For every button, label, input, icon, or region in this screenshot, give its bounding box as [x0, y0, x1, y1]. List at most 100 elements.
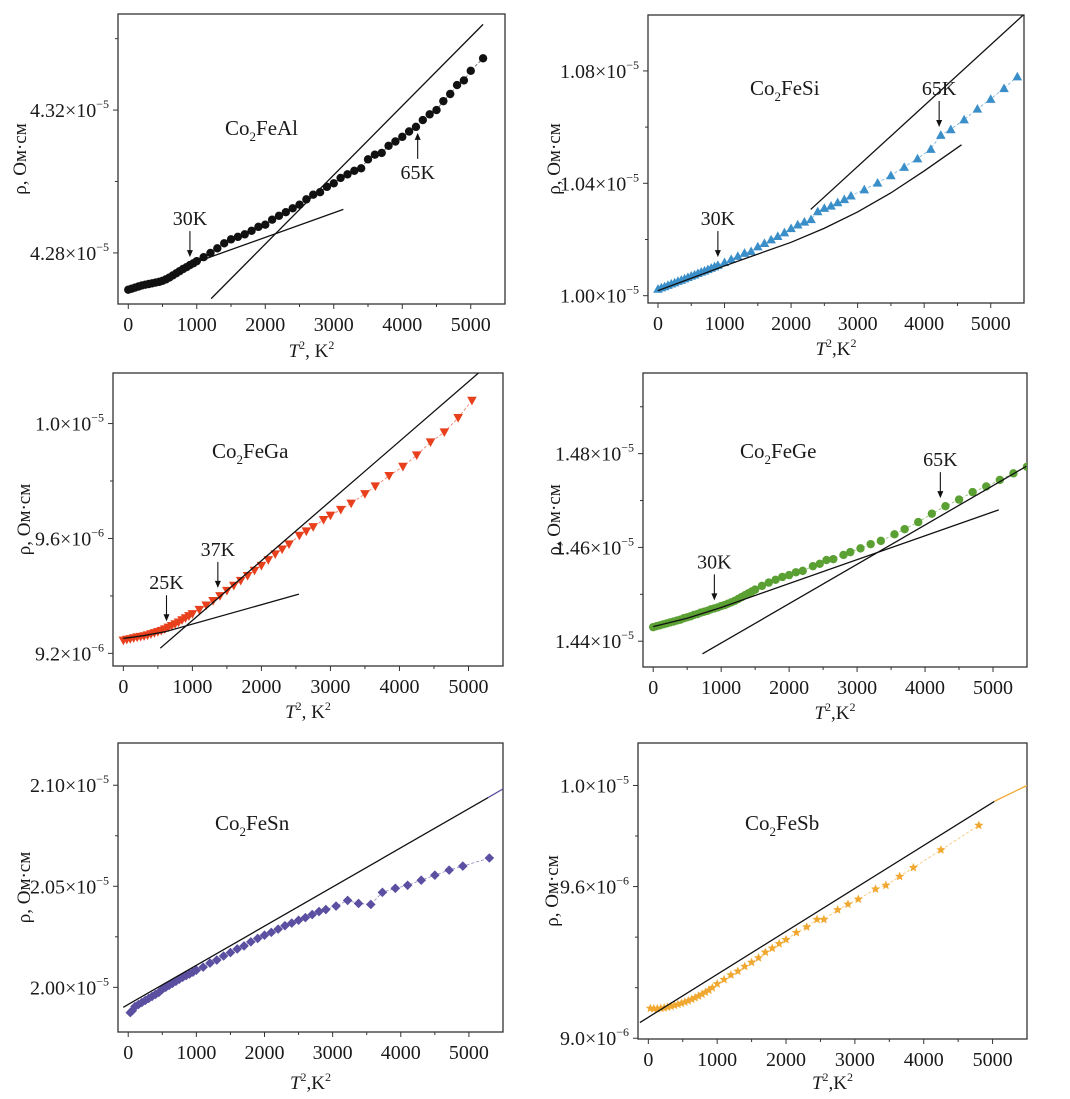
data-point — [936, 845, 946, 854]
x-tick-label: 4000 — [905, 677, 945, 699]
fit-line — [159, 373, 479, 649]
data-point — [331, 901, 341, 911]
plot-frame — [112, 372, 504, 667]
fit-line — [123, 593, 300, 640]
data-point — [694, 991, 704, 1000]
data-point — [360, 490, 370, 499]
y-tick-label: 4.32×10−5 — [30, 97, 109, 122]
data-point — [235, 576, 246, 586]
x-tick-label: 3000 — [313, 1042, 353, 1064]
data-point — [806, 214, 816, 224]
data-point — [772, 231, 783, 240]
data-point — [687, 994, 697, 1004]
data-point — [295, 200, 304, 209]
data-point — [726, 254, 736, 264]
data-point — [712, 979, 722, 988]
y-tick-label: 2.00×10−5 — [30, 974, 109, 999]
fit-line — [702, 465, 1027, 655]
data-point — [391, 137, 400, 146]
data-point — [757, 581, 767, 591]
x-tick-label: 3000 — [838, 313, 878, 335]
data-point — [881, 880, 891, 890]
data-point — [384, 471, 394, 481]
data-point — [466, 66, 475, 75]
x-tick-label: 3000 — [835, 1049, 875, 1071]
plot-area — [124, 23, 488, 300]
data-point — [301, 527, 312, 537]
data-point — [781, 934, 791, 944]
x-tick-label: 5000 — [971, 313, 1011, 335]
data-point — [799, 216, 810, 226]
data-point — [945, 124, 956, 134]
data-point — [294, 531, 305, 541]
data-point — [914, 517, 923, 527]
data-point — [954, 495, 964, 504]
data-point — [273, 924, 283, 934]
data-point — [753, 953, 764, 962]
fit-line — [122, 797, 489, 1008]
data-point — [309, 190, 318, 199]
data-point — [870, 884, 881, 893]
data-point — [213, 244, 222, 253]
y-tick-label: 9.0×10−6 — [560, 1025, 629, 1050]
x-axis-label: T2,K2 — [290, 1070, 331, 1094]
data-point — [259, 930, 270, 940]
data-point — [798, 566, 807, 576]
data-point — [700, 987, 711, 997]
data-point — [802, 922, 812, 931]
x-axis-label: T2,K2 — [812, 1070, 853, 1094]
data-point — [707, 982, 717, 992]
x-tick-label: 1000 — [172, 676, 212, 698]
x-tick-label: 0 — [643, 1049, 653, 1071]
x-tick-label: 0 — [648, 677, 658, 699]
data-point — [277, 545, 287, 555]
data-point — [439, 428, 450, 437]
data-point — [208, 596, 218, 606]
data-connector-line — [129, 857, 490, 1013]
fit-line — [189, 208, 344, 265]
data-point — [484, 853, 495, 863]
data-point — [263, 556, 274, 565]
arrowhead-icon — [186, 250, 193, 258]
trend-extension-line — [994, 784, 1027, 802]
data-point — [753, 241, 763, 251]
plot-frame — [117, 742, 504, 1033]
data-point — [270, 550, 281, 560]
y-tick-label: 1.08×10−5 — [560, 58, 639, 83]
data-point — [261, 220, 270, 229]
data-point — [288, 204, 297, 213]
x-tick-label: 4000 — [381, 1042, 421, 1064]
data-point — [839, 194, 850, 204]
data-point — [726, 970, 736, 979]
data-point — [846, 547, 855, 557]
data-point — [759, 238, 770, 247]
data-point — [342, 895, 353, 906]
data-point — [733, 251, 743, 260]
data-point — [318, 515, 329, 525]
data-point — [256, 561, 267, 571]
data-point — [792, 219, 803, 229]
panel-title: Co2FeGe — [740, 439, 817, 467]
y-tick-label: 4.28×10−5 — [30, 240, 109, 265]
data-point — [908, 862, 918, 872]
x-tick-label: 2000 — [769, 677, 809, 699]
data-point — [766, 234, 776, 244]
plot-area — [648, 462, 1027, 655]
annotation-30K: 30K — [697, 551, 732, 601]
data-point — [363, 155, 373, 164]
data-point — [228, 581, 239, 591]
data-point — [859, 184, 870, 194]
data-point — [150, 989, 161, 1000]
data-point — [247, 226, 256, 235]
data-point — [740, 961, 750, 971]
data-point — [240, 230, 249, 239]
data-point — [683, 996, 693, 1005]
data-point — [778, 572, 787, 582]
data-connector-line — [650, 825, 980, 1010]
y-tick-label: 1.04×10−5 — [560, 170, 639, 195]
data-point — [370, 482, 381, 491]
data-point — [1022, 462, 1027, 471]
data-point — [812, 206, 823, 216]
annotation-label: 30K — [697, 551, 732, 573]
